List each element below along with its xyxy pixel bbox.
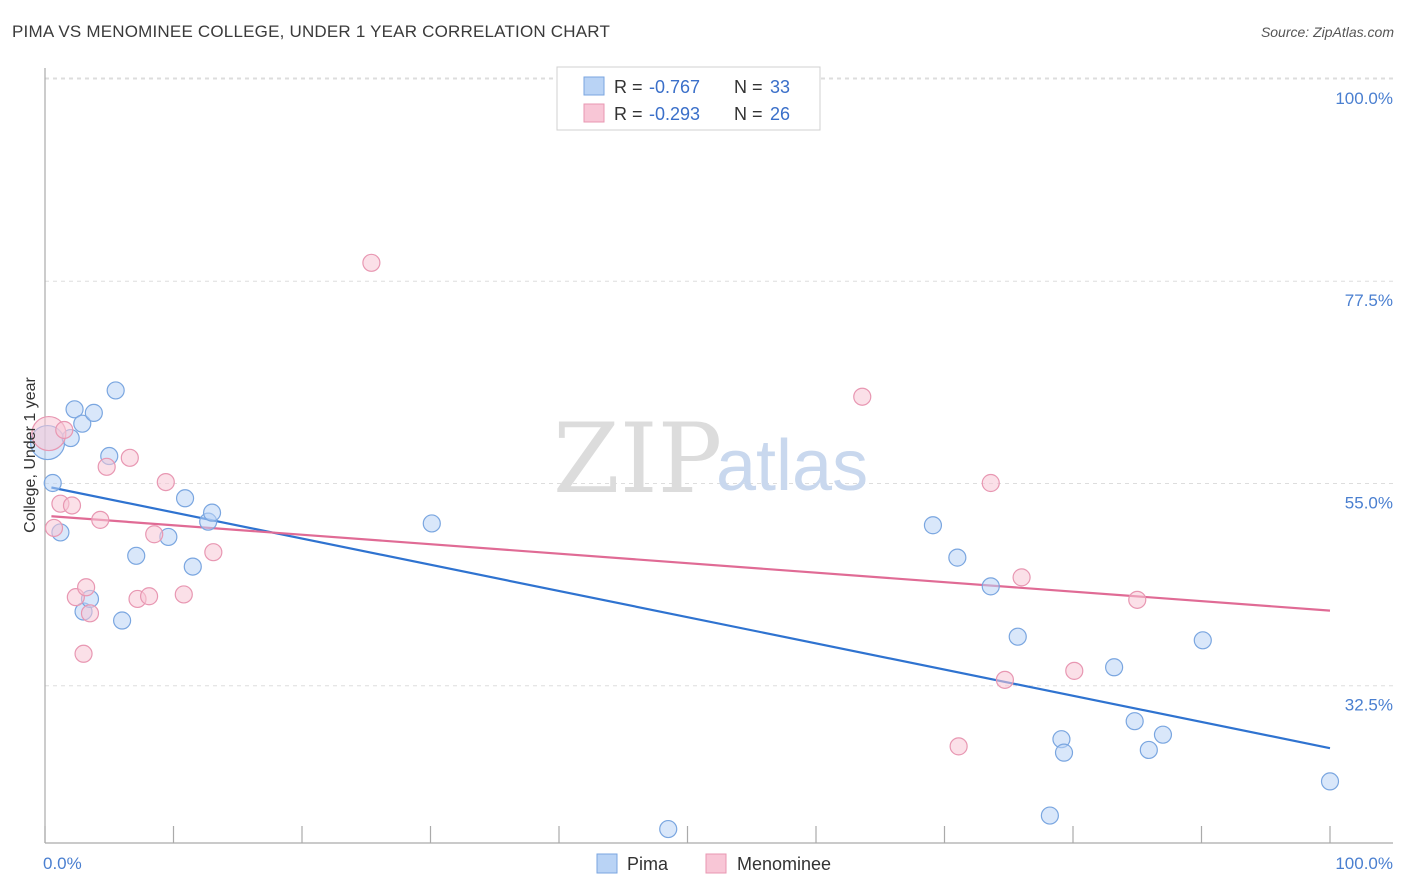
source-label: Source: ZipAtlas.com	[1260, 24, 1394, 40]
point-menominee-9	[91, 510, 110, 529]
point-pima-24	[1040, 806, 1059, 825]
point-menominee-25	[1128, 590, 1147, 609]
y-tick-label-0: 100.0%	[1335, 89, 1393, 108]
point-menominee-24	[1065, 661, 1084, 680]
point-menominee-18	[362, 253, 381, 272]
point-pima-8	[84, 403, 103, 422]
point-menominee-19	[853, 387, 872, 406]
watermark: ZIP atlas	[553, 403, 868, 515]
legend-pima-r-value: -0.767	[649, 77, 700, 97]
bottom-legend-menominee: Menominee	[737, 854, 831, 874]
y-tick-label-3: 32.5%	[1345, 696, 1393, 715]
point-pima-23	[1008, 627, 1027, 646]
data-points	[29, 253, 1340, 839]
point-pima-14	[175, 489, 195, 508]
watermark-atlas: atlas	[716, 426, 868, 506]
watermark-zip: ZIP	[553, 403, 722, 515]
point-pima-4	[65, 400, 84, 419]
legend-menominee-n-value: 26	[770, 104, 790, 124]
correlation-legend: R = -0.767 N = 33 R = -0.293 N = 26	[556, 66, 821, 131]
point-pima-32	[1320, 772, 1340, 791]
point-menominee-4	[62, 496, 82, 515]
point-menominee-1	[44, 518, 64, 538]
point-pima-17	[202, 503, 222, 522]
x-tick-labels: 0.0% 100.0%	[43, 854, 1393, 873]
point-pima-21	[948, 548, 967, 567]
point-menominee-8	[80, 604, 100, 623]
legend-menominee-n-label: N =	[734, 104, 768, 124]
legend-pima-r-label: R =	[614, 77, 648, 97]
point-pima-18	[422, 514, 441, 533]
point-pima-27	[1105, 658, 1124, 677]
point-pima-28	[1125, 712, 1144, 731]
point-pima-15	[183, 557, 202, 576]
y-tick-label-1: 77.5%	[1345, 291, 1393, 310]
point-menominee-14	[145, 525, 164, 544]
point-menominee-10	[97, 457, 116, 476]
point-menominee-21	[981, 473, 1000, 493]
trend-line-menominee	[51, 515, 1331, 612]
bottom-legend-swatch-menominee	[705, 853, 727, 874]
y-axis-label: College, Under 1 year	[22, 377, 39, 533]
point-pima-19	[659, 819, 678, 839]
gridlines	[45, 77, 1393, 687]
point-pima-22	[981, 577, 1000, 596]
legend-swatch-pima	[583, 76, 605, 96]
point-pima-11	[112, 611, 132, 630]
legend-pima-n-value: 33	[770, 77, 790, 97]
trend-line-pima	[51, 486, 1331, 750]
legend-pima-n-label: N =	[734, 77, 768, 97]
point-pima-12	[127, 546, 146, 565]
point-menominee-23	[1012, 568, 1031, 587]
point-pima-29	[1139, 740, 1158, 760]
point-menominee-7	[77, 578, 96, 597]
trend-lines	[51, 486, 1331, 750]
point-pima-10	[106, 381, 125, 400]
point-menominee-15	[156, 473, 175, 492]
y-tick-label-2: 55.0%	[1345, 493, 1393, 512]
point-menominee-22	[995, 670, 1014, 689]
point-menominee-11	[120, 448, 139, 467]
legend-menominee-r-label: R =	[614, 104, 648, 124]
series-legend: Pima Menominee	[596, 853, 831, 874]
point-menominee-16	[174, 585, 193, 604]
point-menominee-20	[949, 737, 968, 756]
chart-title: PIMA VS MENOMINEE COLLEGE, UNDER 1 YEAR …	[12, 22, 611, 41]
y-tick-labels: 100.0% 77.5% 55.0% 32.5%	[1335, 89, 1393, 715]
point-pima-31	[1193, 631, 1212, 650]
point-menominee-6	[74, 644, 93, 663]
point-pima-5	[73, 414, 92, 433]
point-menominee-13	[139, 587, 159, 606]
legend-menominee-r-value: -0.293	[649, 104, 700, 124]
legend-swatch-menominee	[583, 103, 605, 123]
x-tick-label-min: 0.0%	[43, 854, 82, 873]
point-pima-26	[1054, 743, 1074, 762]
bottom-legend-pima: Pima	[627, 854, 669, 874]
point-menominee-3	[55, 420, 74, 440]
point-menominee-17	[204, 543, 223, 562]
bottom-legend-swatch-pima	[596, 853, 618, 874]
point-pima-20	[923, 516, 943, 535]
x-tick-label-max: 100.0%	[1335, 854, 1393, 873]
point-pima-30	[1153, 725, 1173, 744]
point-pima-1	[43, 473, 62, 493]
